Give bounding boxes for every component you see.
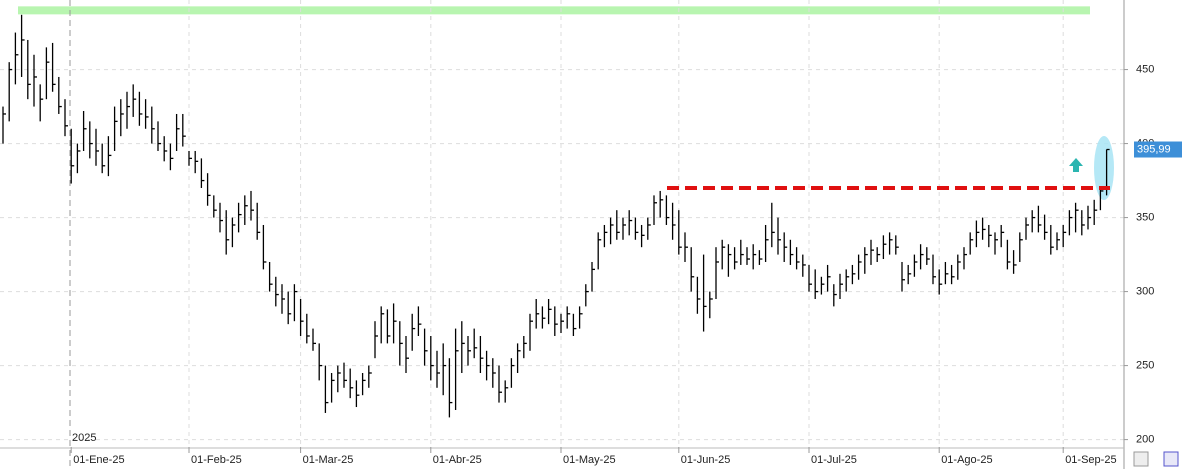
y-tick-label: 300 [1136, 285, 1154, 297]
price-label: 395,99 [1137, 143, 1171, 155]
x-tick-label: 01-Jul-25 [811, 454, 857, 466]
highlight [1094, 136, 1114, 200]
year-label: 2025 [72, 432, 96, 444]
price-box [1134, 141, 1182, 158]
tool-button[interactable] [1133, 451, 1149, 467]
target-band [18, 6, 1090, 15]
y-tick-label: 250 [1136, 359, 1154, 371]
x-tick-label: 01-Ene-25 [73, 454, 124, 466]
x-tick-label: 01-Jun-25 [681, 454, 731, 466]
y-tick-label: 200 [1136, 434, 1154, 446]
x-tick-label: 01-Abr-25 [433, 454, 482, 466]
x-tick-label: 01-Sep-25 [1065, 454, 1116, 466]
x-tick-label: 01-Feb-25 [191, 454, 242, 466]
x-tick-label: 01-Mar-25 [303, 454, 354, 466]
x-tick-label: 01-Ago-25 [941, 454, 992, 466]
y-tick-label: 350 [1136, 211, 1154, 223]
x-tick-label: 01-May-25 [563, 454, 616, 466]
save-button[interactable] [1163, 451, 1179, 467]
y-tick-label: 450 [1136, 63, 1154, 75]
up-arrow [1069, 158, 1083, 172]
